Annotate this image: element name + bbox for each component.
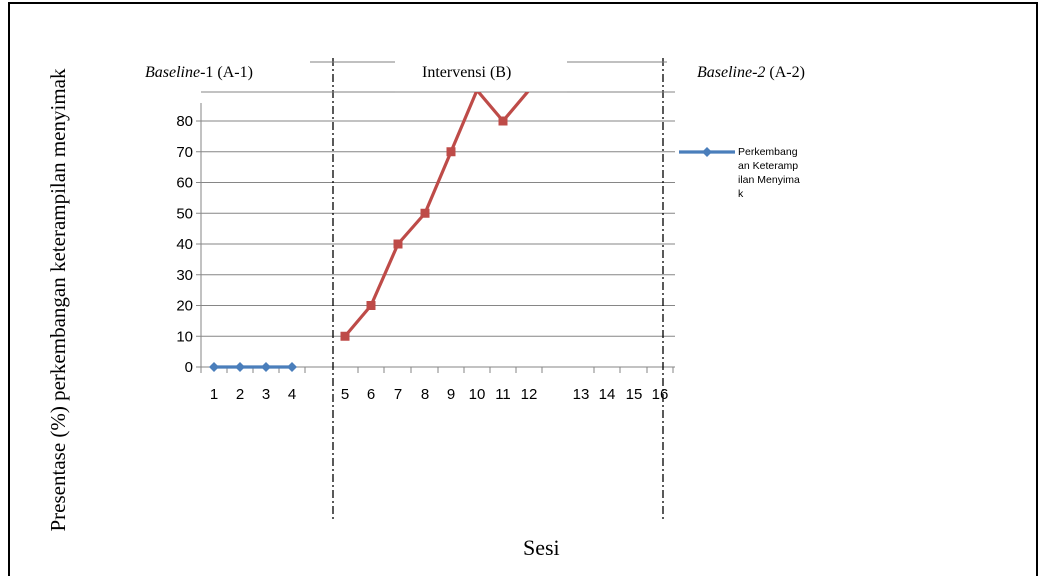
x-axis-label: Sesi bbox=[523, 535, 560, 560]
x-tick-label: 4 bbox=[288, 386, 296, 403]
series-point-square bbox=[340, 331, 350, 341]
chart-frame bbox=[8, 2, 1038, 576]
phase-label-intervensi: Intervensi (B) bbox=[422, 64, 512, 81]
x-tick-label: 12 bbox=[521, 386, 538, 403]
x-tick-label: 16 bbox=[652, 386, 669, 403]
series-point-square bbox=[498, 116, 508, 126]
x-tick-label: 5 bbox=[341, 386, 349, 403]
series-point-square bbox=[366, 301, 376, 310]
series-point-diamond bbox=[261, 362, 271, 372]
y-tick-label: 80 bbox=[176, 113, 193, 130]
series-point-diamond bbox=[287, 362, 297, 372]
series-point-square bbox=[420, 208, 430, 218]
x-tick-label: 9 bbox=[447, 386, 455, 403]
x-tick-label: 7 bbox=[394, 386, 402, 403]
series-point-square bbox=[446, 147, 456, 157]
x-tick-label: 10 bbox=[469, 386, 486, 403]
x-tick-label: 6 bbox=[367, 386, 375, 403]
x-tick-label: 13 bbox=[573, 386, 590, 403]
phase-label-baseline-1: Baseline-1 (A-1) bbox=[145, 64, 253, 81]
y-axis-label-text: Presentase (%) perkembangan keterampilan… bbox=[45, 68, 70, 532]
y-tick-label: 50 bbox=[176, 205, 193, 222]
y-axis-label: Presentase (%) perkembangan keterampilan… bbox=[15, 60, 100, 540]
x-tick-label: 11 bbox=[495, 386, 511, 403]
series-point-diamond bbox=[235, 362, 245, 372]
y-tick-label: 60 bbox=[176, 175, 193, 192]
y-tick-label: 0 bbox=[185, 359, 193, 376]
x-tick-label: 3 bbox=[262, 386, 270, 403]
phase-label-baseline-2: Baseline-2 (A-2) bbox=[697, 64, 805, 81]
y-tick-label: 20 bbox=[176, 298, 193, 315]
x-tick-label: 1 bbox=[210, 386, 218, 403]
y-tick-label: 30 bbox=[176, 267, 193, 284]
legend-entry-label: Perkembangan Keterampilan Menyimak bbox=[738, 146, 800, 200]
series-point-diamond bbox=[209, 362, 219, 372]
y-tick-label: 40 bbox=[176, 236, 193, 253]
series-line-2 bbox=[343, 92, 530, 338]
series-point-square bbox=[393, 239, 403, 249]
x-tick-label: 15 bbox=[626, 386, 643, 403]
x-tick-label: 14 bbox=[599, 386, 616, 403]
legend-swatch-marker bbox=[702, 147, 712, 157]
y-tick-label: 70 bbox=[176, 144, 193, 161]
x-tick-label: 8 bbox=[421, 386, 429, 403]
y-tick-label: 10 bbox=[176, 328, 193, 345]
x-tick-label: 2 bbox=[236, 386, 244, 403]
